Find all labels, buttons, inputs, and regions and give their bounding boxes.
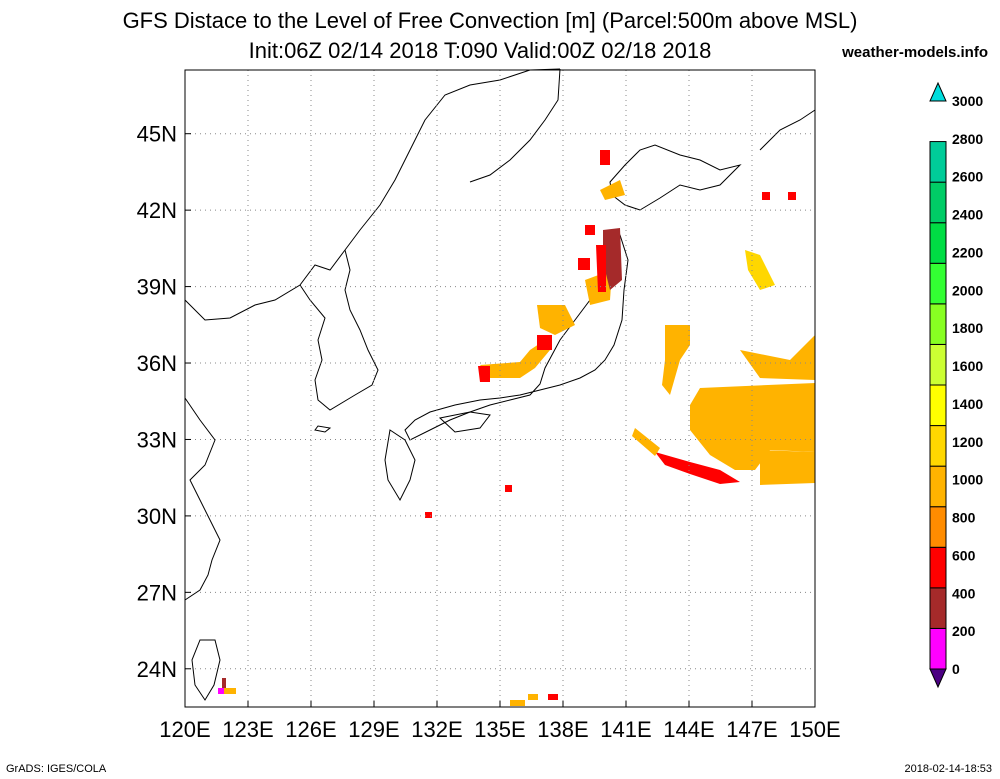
x-tick-label: 120E [159, 717, 210, 742]
colorbar-segment [929, 343, 947, 386]
brand-label: weather-models.info [842, 44, 988, 61]
y-axis-ticks: 24N 27N 30N 33N 36N 39N 42N 45N [137, 122, 191, 682]
colorbar-label: 1600 [952, 358, 983, 374]
colorbar-segment [929, 384, 947, 427]
map-gridlines [185, 70, 815, 707]
x-tick-label: 138E [537, 717, 588, 742]
colorbar-label: 600 [952, 547, 976, 563]
x-tick-label: 132E [411, 717, 462, 742]
colorbar-label: 2600 [952, 169, 983, 185]
colorbar-label: 2400 [952, 207, 983, 223]
x-tick-label: 147E [726, 717, 777, 742]
y-tick-label: 36N [137, 351, 177, 376]
coastlines [184, 68, 816, 701]
colorbar-segment [929, 425, 947, 467]
colorbar-label: 0 [952, 661, 960, 677]
x-tick-label: 126E [285, 717, 336, 742]
colorbar-segment [929, 262, 947, 305]
y-tick-label: 27N [137, 580, 177, 605]
timestamp-label: 2018-02-14-18:53 [904, 763, 992, 775]
x-tick-label: 129E [348, 717, 399, 742]
y-tick-label: 30N [137, 504, 177, 529]
colorbar-segment [929, 303, 947, 345]
colorbar-segment [929, 181, 947, 224]
colorbar-label: 2200 [952, 244, 983, 260]
colorbar-bottom-arrow [929, 668, 947, 689]
colorbar-label: 2800 [952, 131, 983, 147]
colorbar-segment [929, 627, 947, 670]
colorbar-label: 2000 [952, 282, 983, 298]
colorbar-segment [929, 222, 947, 264]
colorbar-label: 400 [952, 585, 976, 601]
colorbar-label: 1800 [952, 320, 983, 336]
x-tick-label: 150E [789, 717, 840, 742]
y-tick-label: 33N [137, 427, 177, 452]
colorbar-top-arrow [929, 81, 947, 102]
map-subtitle: Init:06Z 02/14 2018 T:090 Valid:00Z 02/1… [248, 38, 712, 63]
colorbar-label: 1200 [952, 434, 983, 450]
colorbar-label: 800 [952, 510, 976, 526]
colorbar-segment [929, 465, 947, 508]
colorbar-label: 200 [952, 623, 976, 639]
map-title: GFS Distace to the Level of Free Convect… [122, 8, 858, 33]
y-tick-label: 24N [137, 657, 177, 682]
software-credit: GrADS: IGES/COLA [6, 763, 107, 775]
colorbar-segment [929, 506, 947, 548]
x-tick-label: 135E [474, 717, 525, 742]
y-tick-label: 39N [137, 275, 177, 300]
colorbar-label: 1000 [952, 472, 983, 488]
x-tick-label: 144E [663, 717, 714, 742]
colorbar-label: 3000 [952, 93, 983, 109]
colorbar-segment [929, 587, 947, 629]
x-tick-label: 141E [600, 717, 651, 742]
colorbar-segment [929, 546, 947, 589]
colorbar-segment [929, 141, 947, 183]
y-tick-label: 45N [137, 122, 177, 147]
colorbar-label: 1400 [952, 396, 983, 412]
x-tick-label: 123E [222, 717, 273, 742]
y-tick-label: 42N [137, 198, 177, 223]
colorbar: 0 200 400 600 800 1000 1200 1400 1600 1800 2000 220… [929, 81, 983, 689]
x-axis-ticks: 120E 123E 126E 129E 132E 135E 138E 141E 144E 147E… [159, 701, 841, 742]
lfc-shading [218, 150, 815, 706]
